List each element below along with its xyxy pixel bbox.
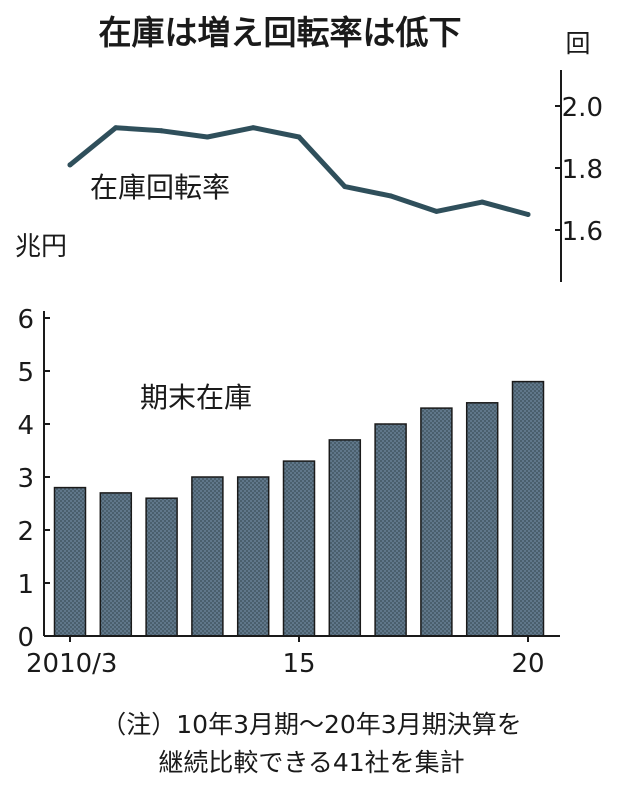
- bar-y-tick-label: 0: [17, 623, 34, 653]
- bar: [99, 492, 133, 637]
- bar-y-tick-label: 3: [17, 464, 34, 494]
- bar-x-tick-label: 20: [511, 649, 544, 679]
- footnote-line-1: （注）10年3月期～20年3月期決算を: [101, 710, 522, 739]
- line-point: [204, 134, 210, 140]
- bar: [374, 423, 407, 637]
- line-point: [342, 184, 348, 190]
- footnote-line-2: 継続比較できる41社を集計: [158, 748, 465, 777]
- bar: [282, 460, 316, 637]
- line-y-unit: 回: [565, 29, 590, 58]
- bar-series-label: 期末在庫: [140, 381, 252, 414]
- line-point: [525, 212, 531, 217]
- bar-y-tick-label: 6: [17, 305, 34, 335]
- line-point: [296, 134, 302, 140]
- line-point: [67, 162, 73, 168]
- line-point: [479, 199, 485, 205]
- bar-y-tick-label: 1: [17, 570, 34, 600]
- bar-x-tick-label: 15: [282, 649, 315, 679]
- line-point: [250, 125, 256, 131]
- line-point: [159, 128, 165, 134]
- bar-x-tick-label: 2010/3: [26, 649, 117, 679]
- bar: [145, 497, 178, 637]
- bar: [511, 380, 545, 637]
- line-y-tick-label: 1.8: [562, 155, 603, 185]
- bar: [191, 476, 224, 637]
- bar: [53, 486, 87, 637]
- bar: [328, 439, 362, 637]
- line-point: [433, 208, 439, 214]
- line-series-label: 在庫回転率: [90, 171, 230, 204]
- line-point: [388, 193, 394, 199]
- bar: [465, 402, 499, 637]
- bar-y-tick-label: 4: [17, 411, 34, 441]
- bar-y-tick-label: 5: [17, 358, 34, 388]
- bar-y-tick-label: 2: [17, 517, 34, 547]
- line-point: [113, 125, 119, 131]
- bar: [236, 476, 270, 637]
- line-y-tick-label: 1.6: [562, 217, 603, 247]
- bar-y-unit: 兆円: [15, 232, 67, 262]
- bar: [420, 407, 453, 637]
- chart-title: 在庫は増え回転率は低下: [98, 13, 462, 52]
- line-y-tick-label: 2.0: [562, 93, 603, 123]
